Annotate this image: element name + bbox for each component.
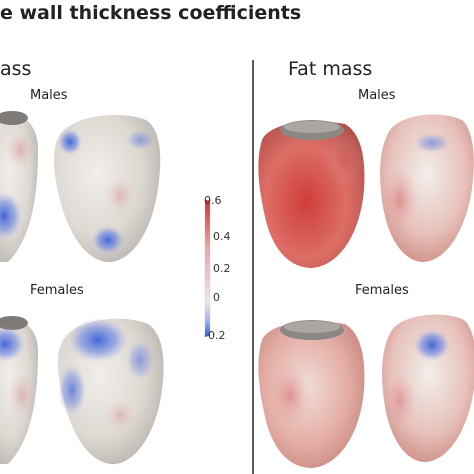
colorbar-tick-0.4: 0.4 — [213, 230, 231, 243]
left-males-heart-a — [0, 111, 38, 262]
left-females-heart-a — [0, 316, 38, 464]
right-females-label: Females — [355, 283, 409, 298]
left-males-label: Males — [30, 88, 68, 103]
colorbar — [204, 199, 211, 337]
right-panel-heading: Fat mass — [288, 58, 373, 80]
right-females-heart-b — [382, 314, 474, 462]
colorbar-tick-0: 0 — [213, 291, 220, 304]
right-females-heart-a — [258, 320, 365, 468]
colorbar-tick-0.2: 0.2 — [213, 262, 231, 275]
figure-title: e wall thickness coefficients — [0, 2, 302, 24]
right-males-heart-b — [380, 114, 474, 263]
left-females-heart-b — [57, 318, 164, 465]
left-females-label: Females — [30, 283, 84, 298]
colorbar-tick-0.6: 0.6 — [204, 194, 222, 207]
colorbar-tick-neg0.2: -0.2 — [204, 329, 226, 342]
left-males-heart-b — [53, 114, 161, 263]
left-panel-heading: ass — [0, 58, 32, 80]
panel-divider — [252, 60, 254, 474]
right-males-heart-a — [258, 120, 365, 268]
right-males-label: Males — [358, 88, 396, 103]
